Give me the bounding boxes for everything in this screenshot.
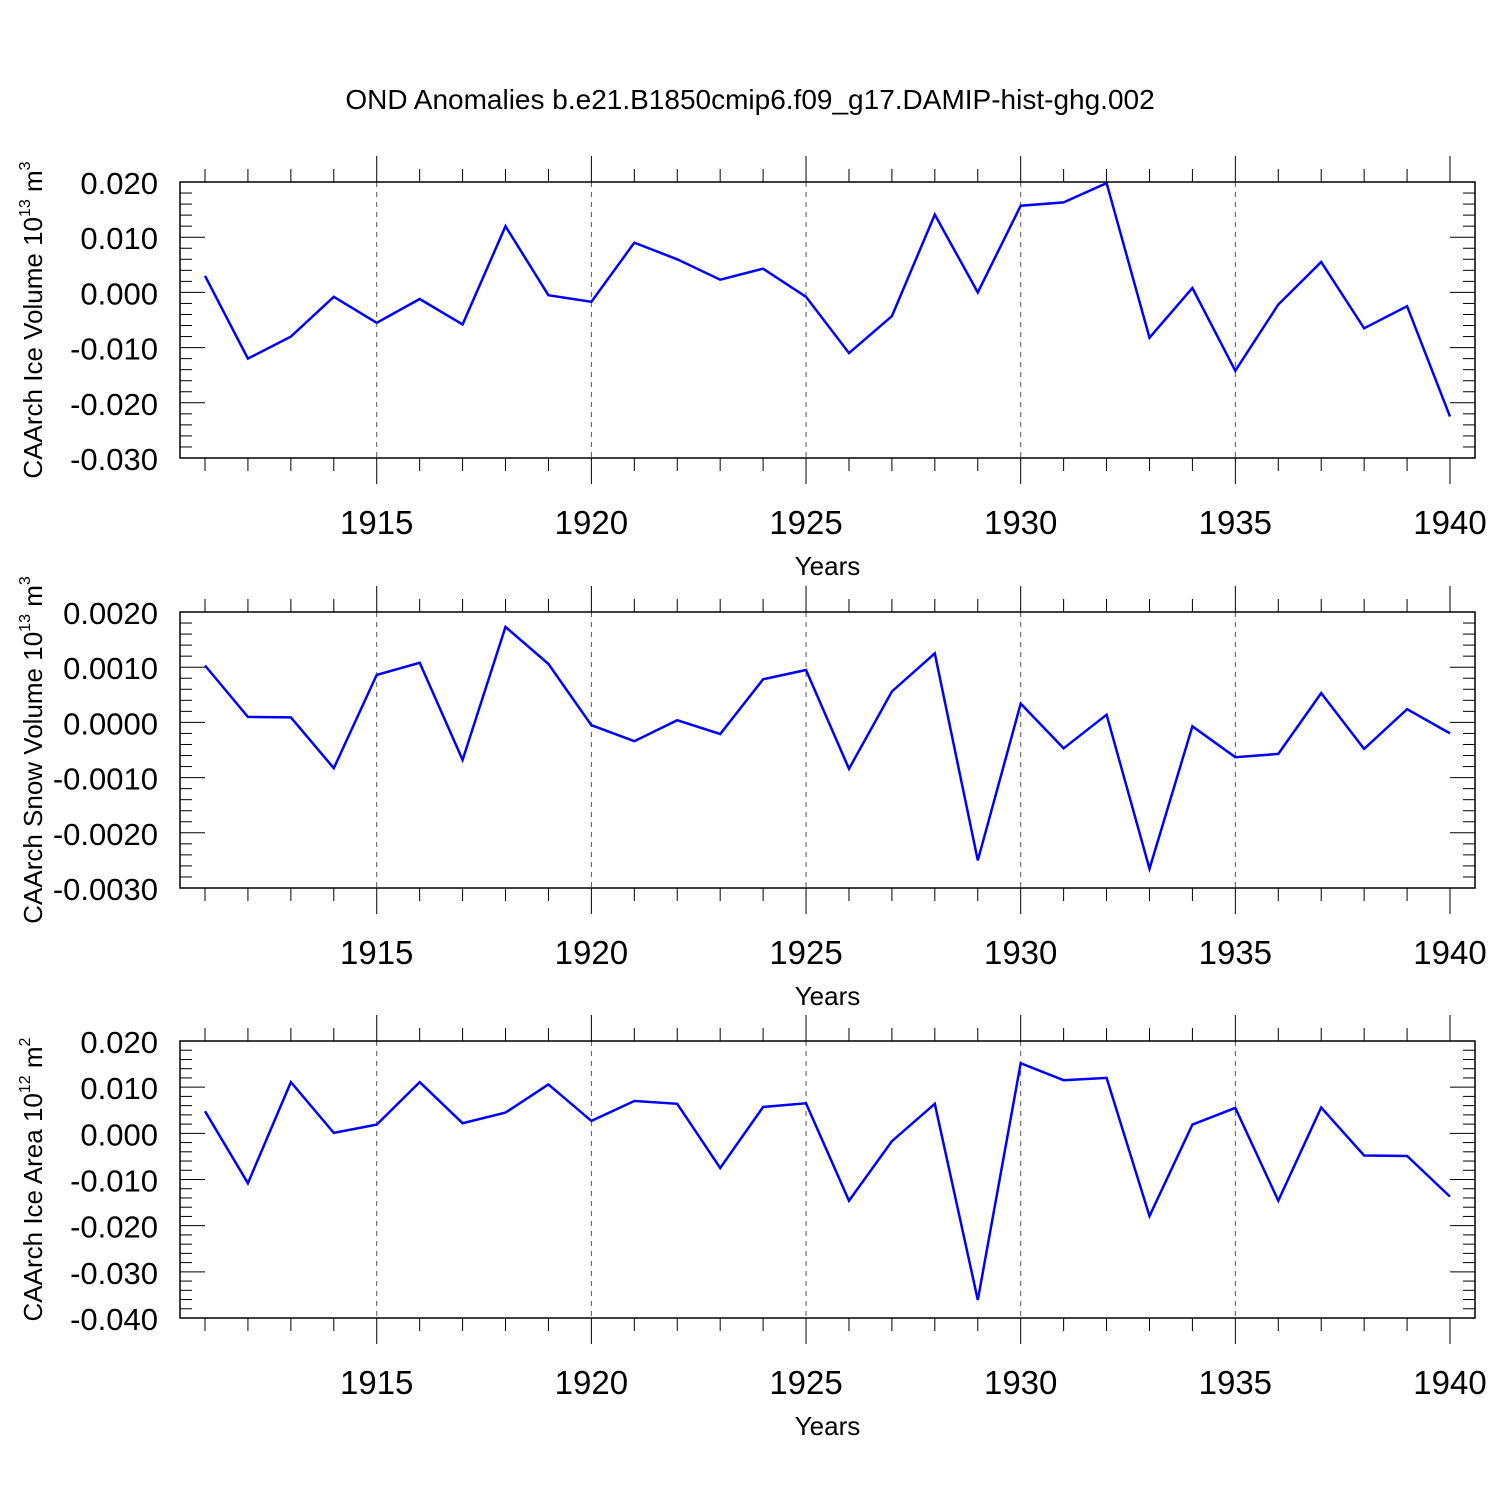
y-axis-label: CAArch Ice Volume 1013 m3 (17, 161, 48, 478)
plot-frame (179, 1040, 1476, 1319)
y-tick-label: 0.0010 (63, 651, 158, 686)
series-line (204, 624, 1451, 874)
y-tick-label: -0.030 (70, 1256, 158, 1291)
x-tick-label: 1935 (1199, 504, 1272, 541)
x-tick-label: 1930 (984, 504, 1057, 541)
y-tick-label: 0.010 (80, 1071, 158, 1106)
x-tick-label: 1940 (1413, 1364, 1486, 1401)
series-line (203, 181, 1452, 418)
x-tick-label: 1920 (555, 1364, 628, 1401)
x-tick-label: 1915 (340, 504, 413, 541)
y-tick-label: 0.020 (80, 166, 158, 201)
y-tick-label: -0.030 (70, 442, 158, 477)
x-tick-label: 1940 (1413, 934, 1486, 971)
y-tick-label: -0.010 (70, 332, 158, 367)
y-tick-label: -0.020 (70, 1210, 158, 1245)
x-tick-label: 1915 (340, 934, 413, 971)
chart-panel-1: 0.020 0.010 0.000 -0.010 -0.020 -0.030 1915 192… (17, 156, 1487, 581)
x-tick-label: 1925 (769, 1364, 842, 1401)
y-tick-label: -0.0020 (53, 817, 158, 852)
x-tick-label: 1920 (555, 504, 628, 541)
x-axis-label: Years (795, 981, 861, 1011)
plot-frame (179, 181, 1476, 459)
y-tick-label: 0.010 (80, 221, 158, 256)
x-tick-label: 1930 (984, 934, 1057, 971)
y-tick-label: 0.0000 (63, 706, 158, 741)
x-tick-label: 1920 (555, 934, 628, 971)
plot-frame (179, 611, 1476, 889)
y-tick-label: -0.020 (70, 387, 158, 422)
chart-title: OND Anomalies b.e21.B1850cmip6.f09_g17.D… (345, 84, 1155, 115)
chart-panel-3: 0.020 0.010 0.000 -0.010 -0.020 -0.030 -0.040 1… (17, 1015, 1487, 1441)
y-tick-label: -0.010 (70, 1164, 158, 1199)
x-tick-label: 1930 (984, 1364, 1057, 1401)
y-tick-label: 0.000 (80, 276, 158, 311)
series-line (203, 1061, 1451, 1301)
y-tick-label: 0.0020 (63, 596, 158, 631)
x-tick-label: 1935 (1199, 1364, 1272, 1401)
y-tick-label: -0.0010 (53, 762, 158, 797)
y-axis-label: CAArch Ice Area 1012 m2 (17, 1037, 48, 1321)
y-tick-label: 0.000 (80, 1117, 158, 1152)
x-tick-label: 1915 (340, 1364, 413, 1401)
y-tick-label: -0.0030 (53, 872, 158, 907)
x-axis-label: Years (795, 1411, 861, 1441)
x-axis-label: Years (795, 551, 861, 581)
y-tick-label: -0.040 (70, 1302, 158, 1337)
x-tick-label: 1935 (1199, 934, 1272, 971)
x-tick-label: 1925 (769, 934, 842, 971)
y-axis-label: CAArch Snow Volume 1013 m3 (17, 576, 48, 924)
x-tick-label: 1940 (1413, 504, 1486, 541)
y-tick-label: 0.020 (80, 1025, 158, 1060)
x-tick-label: 1925 (769, 504, 842, 541)
chart-panel-2: 0.0020 0.0010 0.0000 -0.0010 -0.0020 -0.0030 1… (17, 576, 1487, 1011)
